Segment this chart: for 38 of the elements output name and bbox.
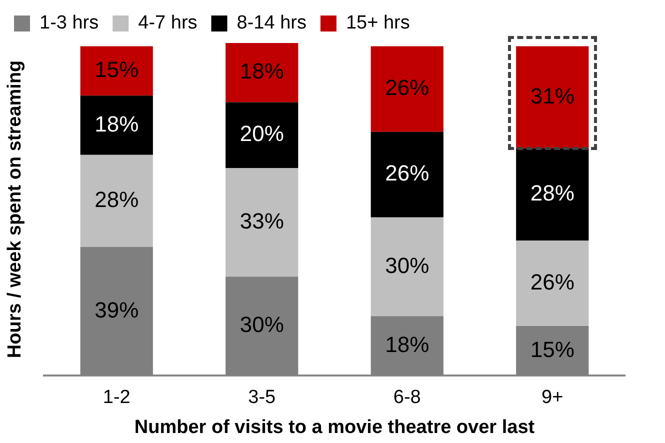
bar: [226, 168, 298, 277]
y-axis-title: Hours / week spent on streaming: [4, 60, 26, 358]
x-tick-label: 9+: [542, 387, 564, 408]
x-tick-label: 3-5: [248, 387, 276, 408]
bar: [226, 43, 298, 102]
data-label: 30%: [240, 312, 284, 338]
legend-label: 1-3 hrs: [40, 12, 99, 34]
bar: [370, 217, 444, 316]
data-label: 18%: [94, 111, 139, 136]
data-label: 18%: [240, 58, 284, 84]
bar: [226, 102, 298, 168]
x-axis-title: Number of visits to a movie theatre over last: [134, 416, 536, 438]
bar: [80, 96, 153, 155]
data-label: 15%: [530, 336, 574, 362]
data-label: 20%: [240, 121, 284, 146]
data-label: 28%: [530, 180, 574, 206]
legend-label: 4-7 hrs: [138, 12, 198, 34]
data-label: 15%: [94, 57, 139, 82]
legend-label: 15+ hrs: [346, 12, 410, 34]
data-label: 18%: [385, 332, 430, 357]
bar: [516, 148, 589, 240]
bar: [80, 46, 153, 96]
data-label: 33%: [240, 208, 284, 234]
data-label: 30%: [385, 252, 430, 278]
x-tick-label: 1-2: [102, 387, 130, 408]
x-tick-label: 6-8: [393, 387, 421, 408]
bar: [370, 46, 444, 132]
legend-label: 8-14 hrs: [236, 12, 306, 34]
data-label: 26%: [385, 75, 430, 100]
data-label: 31%: [530, 83, 574, 108]
bar: [516, 46, 589, 148]
bar: [370, 132, 444, 218]
data-label: 39%: [94, 297, 139, 322]
bar: [80, 154, 153, 248]
bar: [516, 240, 589, 326]
data-label: 28%: [94, 187, 139, 212]
data-label: 26%: [530, 269, 574, 294]
data-label: 26%: [385, 160, 430, 186]
